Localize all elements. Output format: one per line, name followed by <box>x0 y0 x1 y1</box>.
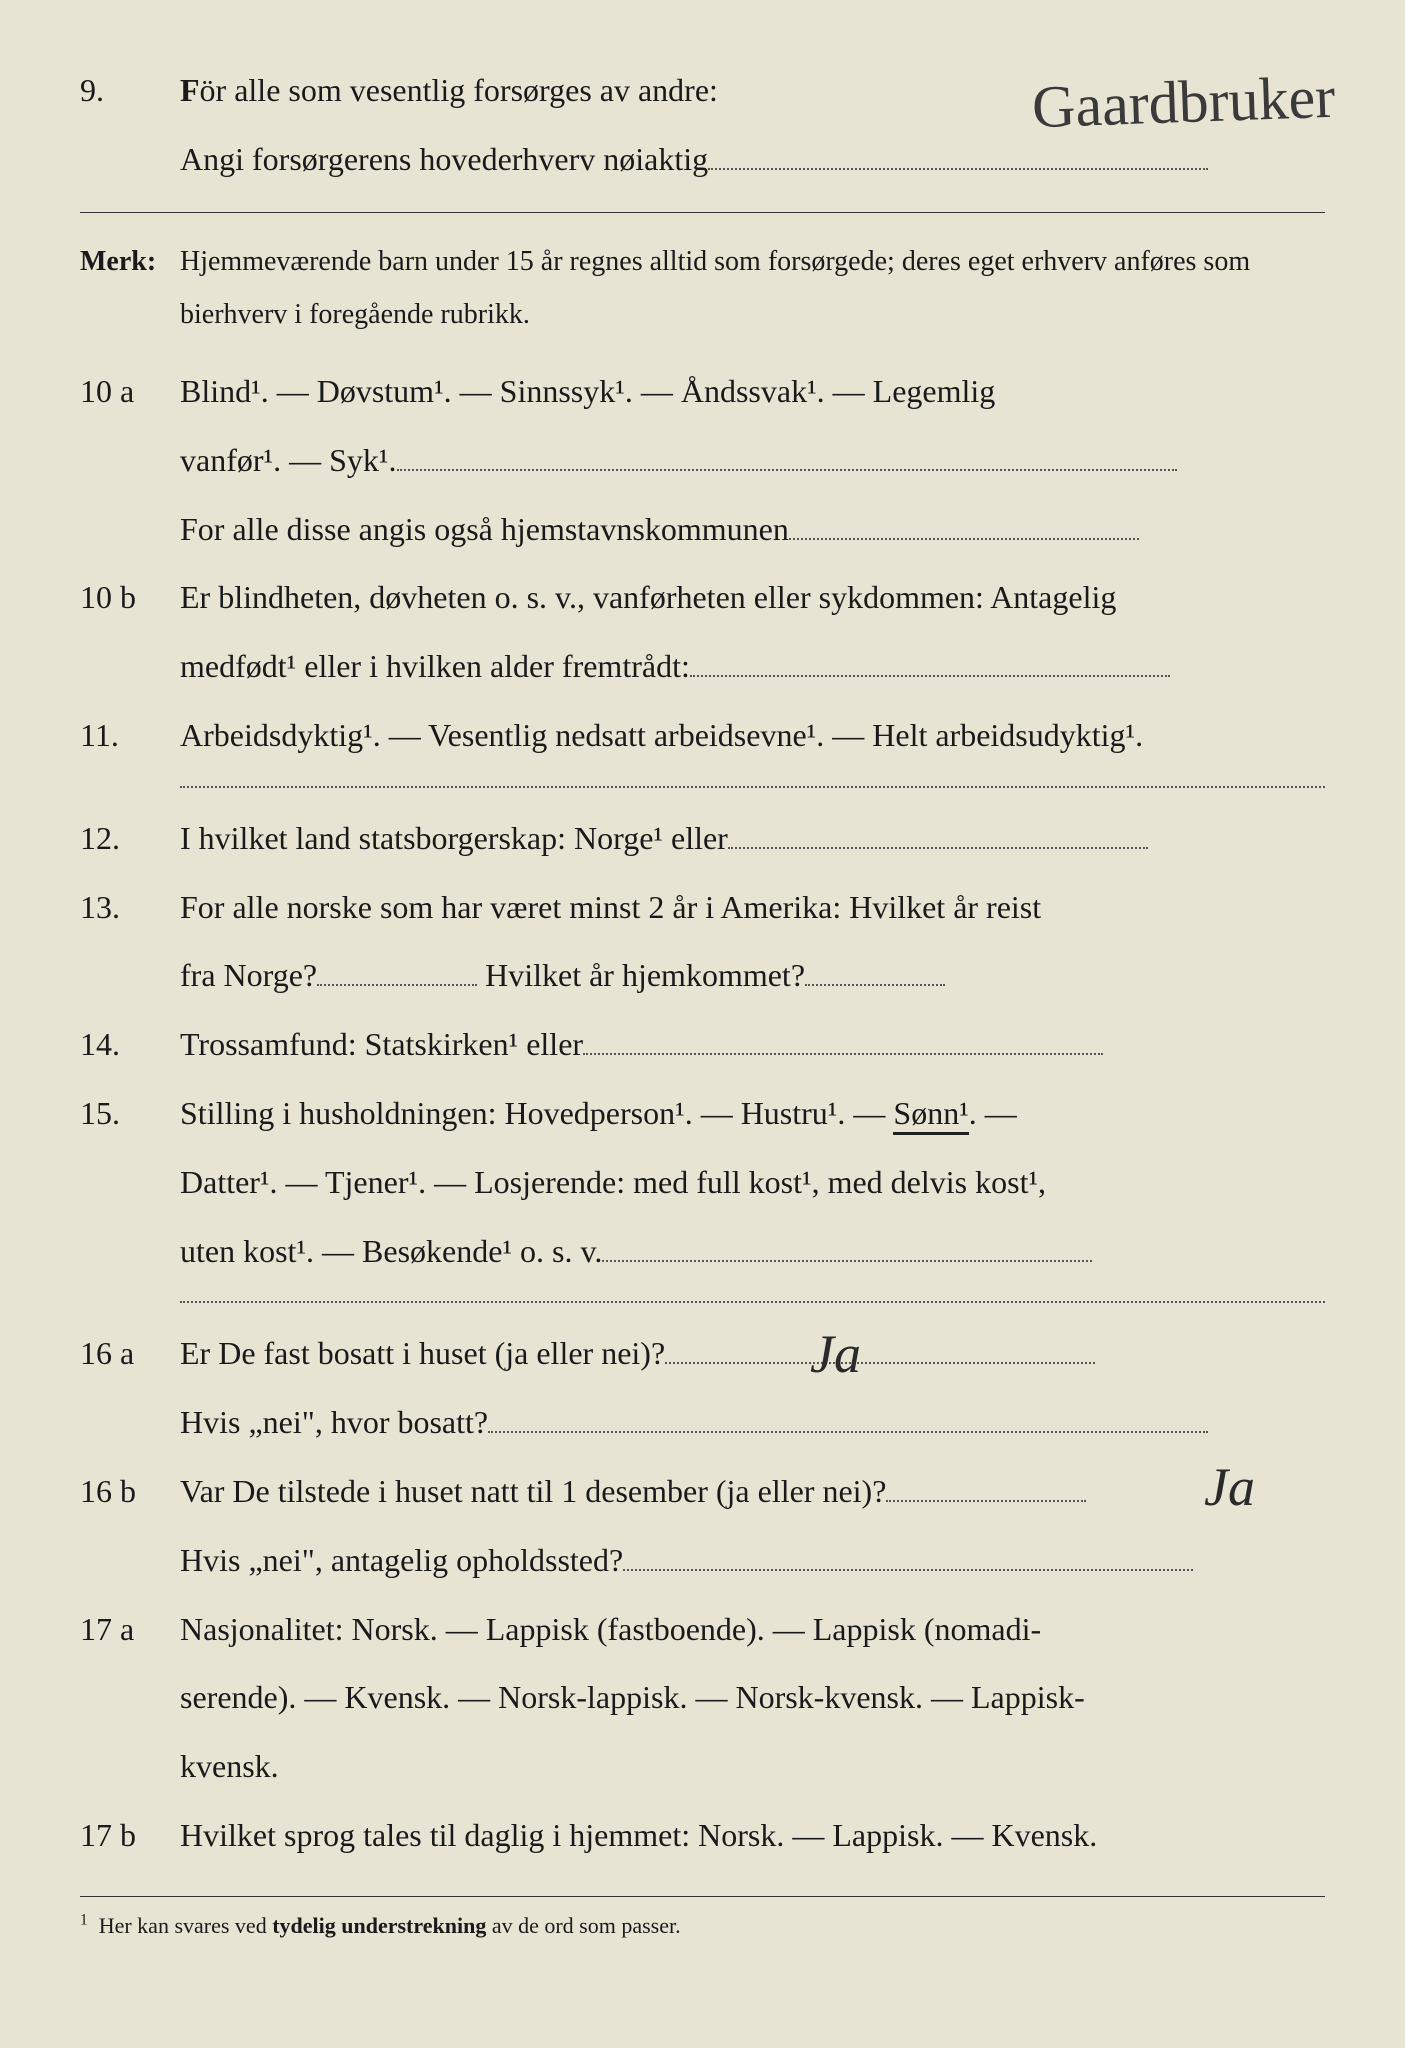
q16b-handwritten-answer: Ja <box>1204 1436 1255 1539</box>
q16a-line1: 16 a Er De fast bosatt i huset (ja eller… <box>80 1323 1325 1384</box>
q17a-number: 17 a <box>80 1599 180 1660</box>
q9-line2-text: Angi forsørgerens hovederhverv nøiaktig <box>180 141 708 177</box>
q17a-line3: kvensk. <box>80 1736 1325 1797</box>
q12-number: 12. <box>80 808 180 869</box>
q10a-number: 10 a <box>80 361 180 422</box>
q13-number: 13. <box>80 877 180 938</box>
q15-line3: uten kost¹. — Besøkende¹ o. s. v. <box>80 1221 1325 1282</box>
q15-number: 15. <box>80 1083 180 1144</box>
q13-line2: fra Norge? Hvilket år hjemkommet? <box>80 945 1325 1006</box>
q13-line1-text: For alle norske som har været minst 2 år… <box>180 877 1325 938</box>
q17b-text: Hvilket sprog tales til daglig i hjemmet… <box>180 1805 1325 1866</box>
divider-2 <box>180 786 1325 788</box>
q10a-line2: vanfør¹. — Syk¹. <box>80 430 1325 491</box>
q10a-line1-text: Blind¹. — Døvstum¹. — Sinnssyk¹. — Åndss… <box>180 361 1325 422</box>
q17a-line2: serende). — Kvensk. — Norsk-lappisk. — N… <box>80 1667 1325 1728</box>
q16a-line2: Hvis „nei", hvor bosatt? <box>80 1392 1325 1453</box>
q10b-line1: 10 b Er blindheten, døvheten o. s. v., v… <box>80 567 1325 628</box>
q17a-line2-text: serende). — Kvensk. — Norsk-lappisk. — N… <box>180 1667 1325 1728</box>
merk-text: Hjemmeværende barn under 15 år regnes al… <box>180 235 1325 341</box>
q11-number: 11. <box>80 705 180 766</box>
q10a-line1: 10 a Blind¹. — Døvstum¹. — Sinnssyk¹. — … <box>80 361 1325 422</box>
q10b-line2: medfødt¹ eller i hvilken alder fremtrådt… <box>80 636 1325 697</box>
merk-label: Merk: <box>80 235 180 341</box>
q17a-line1: 17 a Nasjonalitet: Norsk. — Lappisk (fas… <box>80 1599 1325 1660</box>
q14-number: 14. <box>80 1014 180 1075</box>
q16b-line2: Hvis „nei", antagelig opholdssted? <box>80 1530 1325 1591</box>
divider-1 <box>80 212 1325 213</box>
q9-handwritten-answer: Gaardbruker <box>1030 40 1337 165</box>
divider-3 <box>180 1301 1325 1303</box>
q11-text: Arbeidsdyktig¹. — Vesentlig nedsatt arbe… <box>180 705 1325 766</box>
q13-line1: 13. For alle norske som har været minst … <box>80 877 1325 938</box>
q15-line2-text: Datter¹. — Tjener¹. — Losjerende: med fu… <box>180 1152 1325 1213</box>
merk-note: Merk: Hjemmeværende barn under 15 år reg… <box>80 235 1325 341</box>
census-form-page: 9. För alle som vesentlig forsørges av a… <box>0 0 1405 1987</box>
q15-line1: 15. Stilling i husholdningen: Hovedperso… <box>80 1083 1325 1144</box>
q10b-line1-text: Er blindheten, døvheten o. s. v., vanfør… <box>180 567 1325 628</box>
q16a-number: 16 a <box>80 1323 180 1384</box>
footnote-number: 1 <box>80 1911 88 1928</box>
q15-sonn-underlined: Sønn¹ <box>893 1095 968 1135</box>
q14: 14. Trossamfund: Statskirken¹ eller <box>80 1014 1325 1075</box>
q16b-number: 16 b <box>80 1461 180 1522</box>
q16a-handwritten-answer: Ja <box>810 1303 861 1406</box>
q16b-line1: 16 b Var De tilstede i huset natt til 1 … <box>80 1461 1325 1522</box>
q9-number: 9. <box>80 60 180 121</box>
q17b-number: 17 b <box>80 1805 180 1866</box>
q17a-line1-text: Nasjonalitet: Norsk. — Lappisk (fastboen… <box>180 1599 1325 1660</box>
q12: 12. I hvilket land statsborgerskap: Norg… <box>80 808 1325 869</box>
footnote: 1 Her kan svares ved tydelig understrekn… <box>80 1896 1325 1947</box>
q17a-line3-text: kvensk. <box>180 1736 1325 1797</box>
q10b-number: 10 b <box>80 567 180 628</box>
q11: 11. Arbeidsdyktig¹. — Vesentlig nedsatt … <box>80 705 1325 766</box>
footnote-text: Her kan svares ved tydelig understreknin… <box>99 1913 681 1938</box>
q15-line2: Datter¹. — Tjener¹. — Losjerende: med fu… <box>80 1152 1325 1213</box>
q10a-line3: For alle disse angis også hjemstavnskomm… <box>80 499 1325 560</box>
q17b: 17 b Hvilket sprog tales til daglig i hj… <box>80 1805 1325 1866</box>
